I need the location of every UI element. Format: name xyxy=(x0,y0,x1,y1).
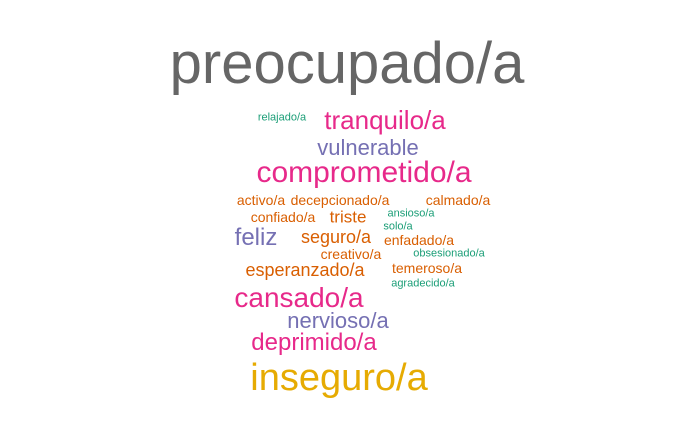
word-deprimido: deprimido/a xyxy=(251,329,377,356)
word-feliz: feliz xyxy=(234,224,278,251)
word-creativo: creativo/a xyxy=(320,246,382,262)
word-activo: activo/a xyxy=(236,192,286,208)
word-obsesionado: obsesionado/a xyxy=(413,247,485,260)
word-temeroso: temeroso/a xyxy=(391,260,463,276)
word-comprometido: comprometido/a xyxy=(256,156,472,189)
word-tranquilo: tranquilo/a xyxy=(324,105,446,135)
word-ansioso: ansioso/a xyxy=(387,207,435,220)
word-solo: solo/a xyxy=(383,220,413,233)
word-calmado: calmado/a xyxy=(425,192,491,208)
word-triste: triste xyxy=(329,207,367,227)
word-confiado: confiado/a xyxy=(250,209,316,225)
word-cansado: cansado/a xyxy=(234,282,364,313)
word-enfadado: enfadado/a xyxy=(383,232,455,248)
word-esperanzado: esperanzado/a xyxy=(245,260,365,280)
word-seguro: seguro/a xyxy=(300,227,372,247)
word-vulnerable: vulnerable xyxy=(317,135,419,160)
word-agradecido: agradecido/a xyxy=(391,277,455,290)
word-preocupado: preocupado/a xyxy=(169,31,525,96)
word-decepcionado: decepcionado/a xyxy=(290,192,390,208)
word-relajado: relajado/a xyxy=(257,111,307,124)
word-inseguro: inseguro/a xyxy=(250,357,428,399)
word-nervioso: nervioso/a xyxy=(287,308,389,333)
